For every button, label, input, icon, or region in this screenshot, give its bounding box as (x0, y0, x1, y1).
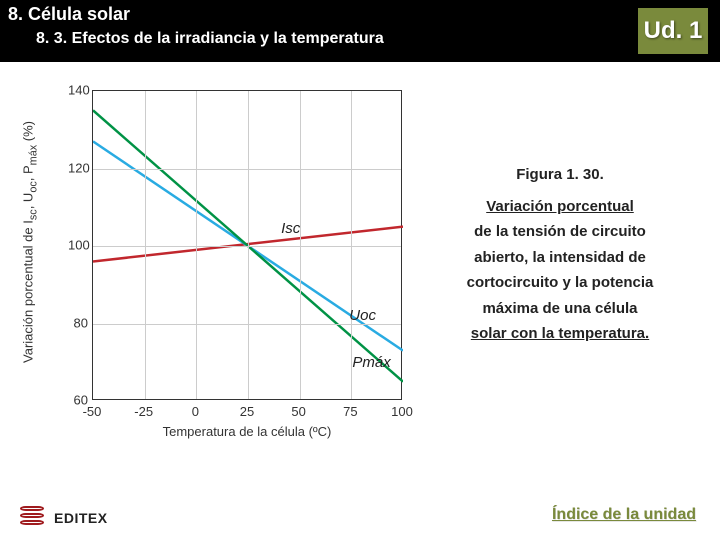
figure-caption: Figura 1. 30. Variación porcentualde la … (440, 72, 700, 462)
x-tick: 25 (240, 404, 254, 419)
caption-line: de la tensión de circuito (440, 219, 680, 245)
series-label-Pmax: Pmáx (352, 354, 390, 371)
caption-line: solar con la temperatura. (440, 321, 680, 347)
y-tick: 80 (68, 315, 88, 330)
series-label-Uoc: Uoc (349, 307, 376, 324)
caption-line: abierto, la intensidad de (440, 245, 680, 271)
caption-line: máxima de una célula (440, 296, 680, 322)
unit-badge-text: Ud. 1 (644, 17, 703, 45)
unit-badge: Ud. 1 (638, 8, 708, 54)
y-tick: 120 (68, 160, 88, 175)
x-tick: 0 (192, 404, 199, 419)
index-link[interactable]: Índice de la unidad (552, 506, 696, 524)
header-subtitle: 8. 3. Efectos de la irradiancia y la tem… (36, 30, 384, 48)
slide-footer: EDITEX Índice de la unidad (0, 490, 720, 530)
series-label-Isc: Isc (281, 220, 300, 237)
y-tick: 140 (68, 83, 88, 98)
chart-container: Variación porcentual de Isc, Uoc, Pmáx (… (20, 72, 440, 462)
x-tick: 75 (343, 404, 357, 419)
x-tick: 100 (391, 404, 413, 419)
content-row: Variación porcentual de Isc, Uoc, Pmáx (… (0, 62, 720, 462)
publisher-logo: EDITEX (20, 506, 108, 530)
y-tick: 60 (68, 393, 88, 408)
header-title: 8. Célula solar (8, 4, 130, 25)
x-axis-label: Temperatura de la célula (ºC) (92, 424, 402, 439)
publisher-name: EDITEX (54, 510, 108, 526)
x-tick: 50 (291, 404, 305, 419)
caption-line: Variación porcentual (440, 194, 680, 220)
slide-header: 8. Célula solar 8. 3. Efectos de la irra… (0, 0, 720, 62)
y-tick: 100 (68, 238, 88, 253)
y-axis-label: Variación porcentual de Isc, Uoc, Pmáx (… (21, 121, 40, 363)
caption-text: Variación porcentualde la tensión de cir… (440, 194, 680, 347)
caption-line: cortocircuito y la potencia (440, 270, 680, 296)
x-tick: -25 (134, 404, 153, 419)
figure-number: Figura 1. 30. (440, 162, 680, 188)
editex-icon (20, 506, 48, 530)
